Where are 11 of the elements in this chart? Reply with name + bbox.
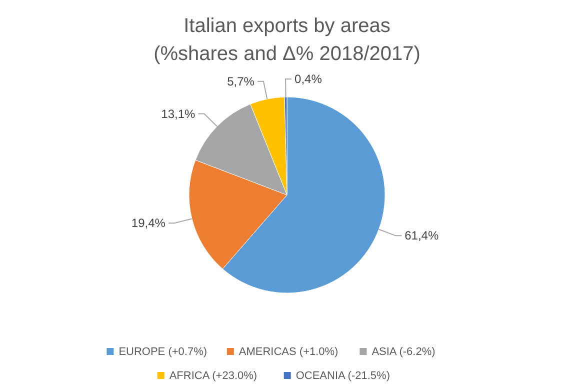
legend-label: EUROPE (+0.7%) [118, 346, 208, 358]
legend-label: OCEANIA (-21.5%) [296, 370, 390, 382]
data-label: 61,4% [404, 228, 439, 243]
data-label: 5,7% [227, 74, 255, 88]
chart-title: Italian exports by areas (%shares and Δ% 2018/2017) [154, 15, 420, 65]
legend-label: ASIA (-6.2%) [372, 346, 436, 358]
data-label: 0,4% [294, 72, 322, 86]
legend-label: AFRICA (+23.0%) [169, 370, 258, 382]
data-label: 19,4% [131, 216, 166, 230]
legend-label: AMERICAS (+1.0%) [238, 346, 338, 358]
data-label: 13,1% [161, 106, 196, 121]
